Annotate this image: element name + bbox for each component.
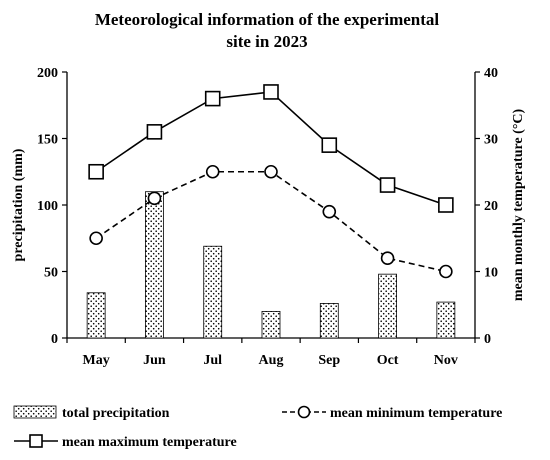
legend-swatch-precipitation <box>13 405 57 419</box>
precipitation-bar <box>319 303 339 339</box>
y-left-tick-label: 100 <box>37 199 58 214</box>
y-left-tick-label: 0 <box>51 332 58 347</box>
max-temp-point <box>146 124 163 140</box>
x-tick-label: Nov <box>434 353 458 368</box>
legend-swatch-min-temp-marker <box>297 405 311 419</box>
min-temp-point <box>205 164 220 179</box>
precipitation-bar <box>86 292 106 339</box>
min-temp-point <box>380 251 395 266</box>
legend: total precipitation mean minimum temperat… <box>13 405 502 450</box>
y-right-axis-label: mean monthly temperature (°C) <box>511 108 526 301</box>
precipitation-bar <box>261 310 281 339</box>
chart-title-line-2: site in 2023 <box>226 32 307 51</box>
max-temp-point <box>88 163 104 180</box>
precipitation-bar <box>203 245 223 339</box>
y-right-tick-label: 40 <box>484 66 498 81</box>
legend-label: mean maximum temperature <box>62 435 237 450</box>
max-temp-point <box>204 90 221 107</box>
legend-swatch-max-temp-marker <box>29 434 43 448</box>
y-right-tick-label: 0 <box>484 332 491 347</box>
x-tick-label: Oct <box>377 353 399 368</box>
min-temp-point <box>89 231 103 246</box>
precipitation-bar <box>145 191 164 339</box>
y-right-tick-label: 10 <box>484 266 498 281</box>
x-tick-label: Sep <box>318 353 340 368</box>
precipitation-bar <box>436 301 456 339</box>
x-tick-label: May <box>83 353 110 368</box>
max-temp-point <box>379 177 396 193</box>
max-temp-point <box>438 197 454 213</box>
x-tick-label: Aug <box>259 353 284 368</box>
y-left-tick-label: 50 <box>44 266 58 281</box>
x-tick-label: Jul <box>203 353 222 368</box>
min-temp-point <box>439 264 453 279</box>
chart-title-line-1: Meteorological information of the experi… <box>95 10 440 29</box>
y-right-tick-label: 30 <box>484 133 498 148</box>
y-left-axis-label: precipitation (mm) <box>11 148 26 261</box>
x-tick-label: Jun <box>143 353 166 368</box>
legend-label: mean minimum temperature <box>330 406 502 421</box>
y-right-tick-label: 20 <box>484 199 498 214</box>
legend-label: total precipitation <box>62 406 170 421</box>
min-temp-point <box>264 164 278 179</box>
min-temp-point <box>147 191 162 206</box>
max-temp-point <box>263 84 279 100</box>
y-left-tick-label: 200 <box>37 66 58 81</box>
min-temp-point <box>322 204 337 219</box>
plot-area: 0 50 100 150 200 0 10 20 30 40 May Jun Jul Aug Sep Oct N… <box>37 66 498 368</box>
max-temp-point <box>321 137 338 153</box>
precipitation-bar <box>378 273 397 339</box>
y-left-tick-label: 150 <box>37 133 58 148</box>
